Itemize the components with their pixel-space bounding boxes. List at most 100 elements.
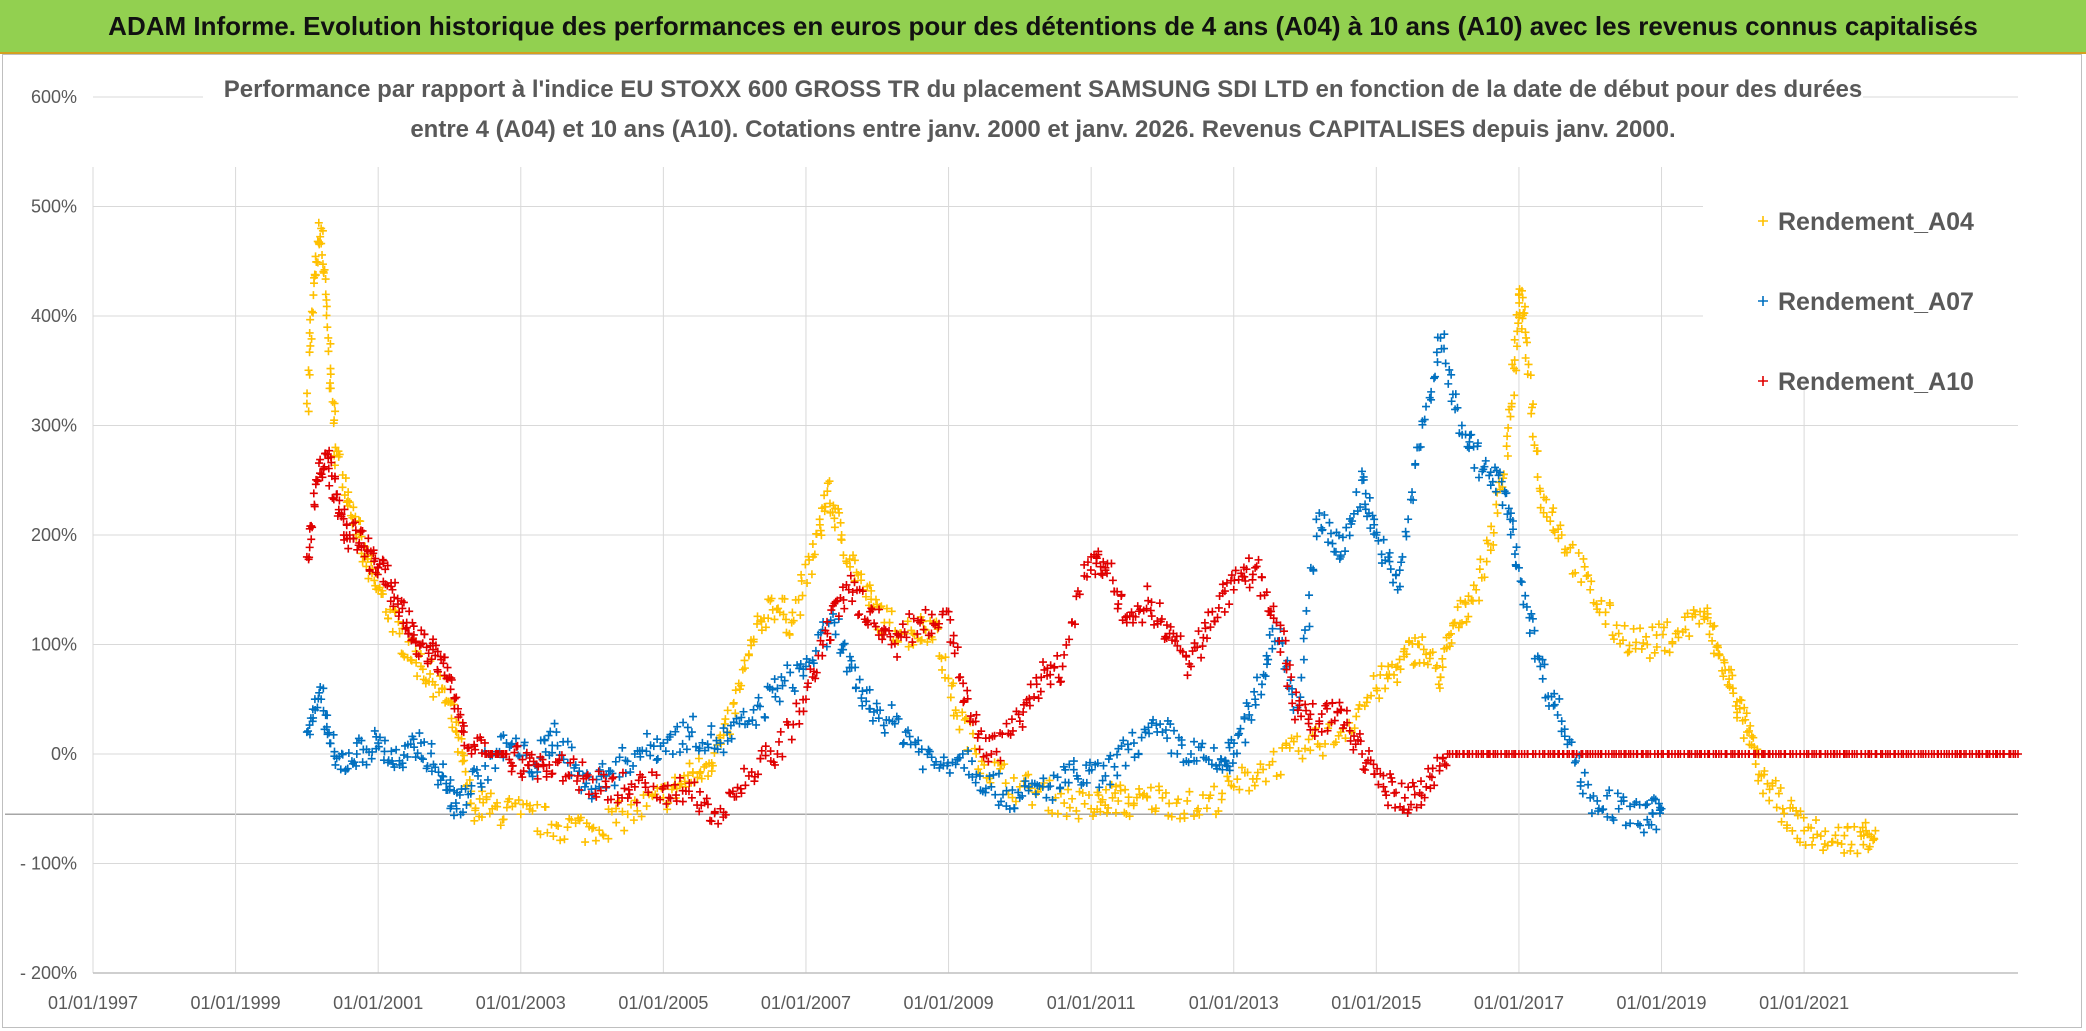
data-point <box>1729 689 1738 698</box>
y-tick-label: 0% <box>51 744 77 764</box>
data-point <box>1364 746 1373 755</box>
data-point <box>748 716 757 725</box>
data-point <box>1259 765 1268 774</box>
data-point <box>1510 550 1519 559</box>
data-point <box>937 654 946 663</box>
data-point <box>851 663 860 672</box>
data-point <box>1418 633 1427 642</box>
data-point <box>465 776 474 785</box>
data-point <box>1735 704 1744 713</box>
data-point <box>839 640 848 649</box>
data-point <box>840 639 849 648</box>
data-point <box>381 608 390 617</box>
data-point <box>325 728 334 737</box>
data-point <box>326 364 335 373</box>
data-point <box>1522 602 1531 611</box>
data-point <box>1252 562 1261 571</box>
data-point <box>946 693 955 702</box>
data-point <box>1560 732 1569 741</box>
data-point <box>389 602 398 611</box>
data-point <box>1632 638 1641 647</box>
data-point <box>986 778 995 787</box>
data-point <box>384 614 393 623</box>
data-point <box>1019 708 1028 717</box>
data-point <box>358 526 367 535</box>
data-point <box>318 260 327 269</box>
data-point <box>559 755 568 764</box>
data-point <box>752 720 761 729</box>
data-point <box>310 279 319 288</box>
data-point <box>1098 795 1107 804</box>
data-point <box>1104 803 1113 812</box>
data-point <box>1331 547 1340 556</box>
data-point <box>707 730 716 739</box>
data-point <box>987 750 996 758</box>
data-point <box>649 782 658 791</box>
data-point <box>1444 379 1453 388</box>
data-point <box>766 747 775 756</box>
data-point <box>1372 528 1381 537</box>
data-point <box>335 496 344 505</box>
data-point <box>344 488 353 497</box>
data-point <box>1301 700 1310 709</box>
data-point <box>461 767 470 776</box>
data-point <box>1571 568 1580 577</box>
data-point <box>1513 327 1522 336</box>
data-point <box>815 520 824 529</box>
data-point <box>422 643 431 652</box>
data-point <box>518 755 527 764</box>
data-point <box>1336 551 1345 560</box>
data-point <box>325 481 334 490</box>
data-point <box>761 751 770 760</box>
data-point <box>999 790 1007 799</box>
data-point <box>1861 818 1870 827</box>
data-point <box>418 639 427 648</box>
data-point <box>412 658 421 667</box>
data-point <box>653 735 662 744</box>
data-point <box>1092 554 1101 563</box>
data-point <box>1015 717 1024 726</box>
data-point <box>1342 523 1351 532</box>
data-point <box>1345 531 1354 540</box>
data-point <box>1626 819 1635 828</box>
data-point <box>1276 648 1285 657</box>
data-point <box>604 834 613 843</box>
data-point <box>955 725 964 734</box>
data-point <box>1278 743 1287 752</box>
data-point <box>1501 489 1510 498</box>
data-point <box>1087 765 1096 774</box>
data-point <box>304 555 313 564</box>
data-point <box>1813 830 1822 839</box>
data-point <box>390 763 399 772</box>
y-tick-label: - 200% <box>20 963 77 983</box>
data-point <box>778 752 787 761</box>
data-point <box>879 630 888 639</box>
data-point <box>1269 747 1278 756</box>
data-point <box>1242 565 1251 574</box>
data-point <box>1142 604 1151 613</box>
data-point <box>835 508 844 517</box>
data-point <box>1361 489 1370 498</box>
data-point <box>1064 785 1073 794</box>
data-point <box>960 763 969 772</box>
data-point <box>963 686 972 695</box>
data-point <box>1062 640 1071 649</box>
data-point <box>687 793 696 802</box>
data-point <box>1549 526 1558 535</box>
data-point <box>1312 515 1321 524</box>
data-point <box>476 779 485 788</box>
data-point <box>388 585 397 594</box>
data-point <box>1302 606 1311 615</box>
data-point <box>1397 558 1406 567</box>
data-point <box>1626 802 1635 811</box>
data-point <box>318 250 327 259</box>
data-point <box>453 747 462 756</box>
data-point <box>319 267 328 276</box>
data-point <box>426 669 435 678</box>
data-point <box>871 622 880 631</box>
data-point <box>520 738 529 747</box>
data-point <box>971 778 980 787</box>
data-point <box>1190 737 1199 746</box>
data-point <box>1048 795 1057 804</box>
data-point <box>395 629 404 638</box>
